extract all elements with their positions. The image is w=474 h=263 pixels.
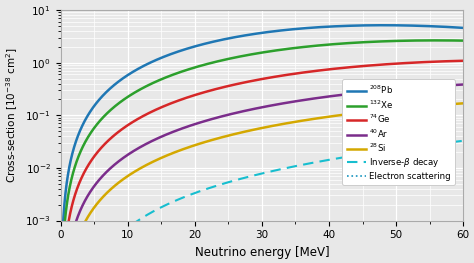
$^{132}$Xe [164, 75, 170, 79]
$^{40}$Ar [337, 93, 343, 97]
Inverse-$\beta$ decay [104, 246, 110, 249]
Y-axis label: Cross-section [$10^{-38}$ cm$^2$]: Cross-section [$10^{-38}$ cm$^2$] [4, 48, 20, 183]
$^{28}$Si [87, 211, 93, 215]
$^{208}$Pb [235, 35, 240, 38]
Inverse-$\beta$ decay [348, 155, 354, 158]
X-axis label: Neutrino energy [MeV]: Neutrino energy [MeV] [195, 246, 329, 259]
$^{208}$Pb [59, 245, 65, 248]
$^{28}$Si [209, 139, 214, 142]
$^{74}$Ge [70, 200, 76, 204]
$^{28}$Si [460, 102, 466, 105]
$^{74}$Ge [460, 59, 466, 62]
Line: $^{74}$Ge: $^{74}$Ge [65, 61, 463, 248]
$^{208}$Pb [181, 48, 186, 51]
$^{208}$Pb [460, 26, 466, 29]
Inverse-$\beta$ decay [357, 153, 363, 156]
Inverse-$\beta$ decay [280, 167, 285, 170]
Inverse-$\beta$ decay [460, 139, 466, 142]
$^{40}$Ar [460, 83, 466, 86]
$^{132}$Xe [128, 93, 134, 96]
$^{208}$Pb [324, 25, 330, 28]
$^{132}$Xe [400, 39, 406, 42]
$^{40}$Ar [153, 138, 158, 141]
Line: $^{208}$Pb: $^{208}$Pb [62, 25, 463, 247]
$^{74}$Ge [62, 246, 68, 249]
Inverse-$\beta$ decay [284, 166, 290, 170]
$^{208}$Pb [257, 32, 263, 35]
Line: Inverse-$\beta$ decay: Inverse-$\beta$ decay [107, 141, 463, 248]
$^{28}$Si [72, 246, 77, 249]
$^{208}$Pb [350, 24, 356, 27]
$^{132}$Xe [239, 54, 245, 58]
Inverse-$\beta$ decay [245, 175, 250, 179]
$^{132}$Xe [433, 39, 439, 42]
$^{40}$Ar [169, 131, 174, 134]
$^{132}$Xe [294, 46, 300, 49]
$^{40}$Ar [250, 108, 255, 111]
Legend: $^{208}$Pb, $^{132}$Xe, $^{74}$Ge, $^{40}$Ar, $^{28}$Si, Inverse-$\beta$ decay, : $^{208}$Pb, $^{132}$Xe, $^{74}$Ge, $^{40… [342, 79, 455, 185]
$^{40}$Ar [328, 95, 333, 98]
Inverse-$\beta$ decay [170, 200, 176, 203]
$^{74}$Ge [450, 59, 456, 63]
$^{208}$Pb [245, 33, 250, 37]
$^{74}$Ge [281, 74, 286, 77]
$^{28}$Si [456, 102, 462, 105]
$^{74}$Ge [125, 124, 130, 127]
Line: $^{40}$Ar: $^{40}$Ar [69, 84, 463, 247]
Line: $^{132}$Xe: $^{132}$Xe [63, 41, 463, 246]
$^{74}$Ge [363, 64, 369, 67]
$^{28}$Si [302, 119, 308, 122]
$^{132}$Xe [60, 244, 66, 247]
$^{28}$Si [322, 116, 328, 119]
$^{40}$Ar [66, 246, 72, 249]
$^{28}$Si [438, 103, 444, 107]
$^{40}$Ar [328, 95, 334, 98]
$^{208}$Pb [380, 24, 386, 27]
$^{132}$Xe [106, 110, 111, 113]
$^{74}$Ge [98, 146, 104, 150]
Line: $^{28}$Si: $^{28}$Si [74, 103, 463, 247]
$^{132}$Xe [460, 39, 466, 42]
